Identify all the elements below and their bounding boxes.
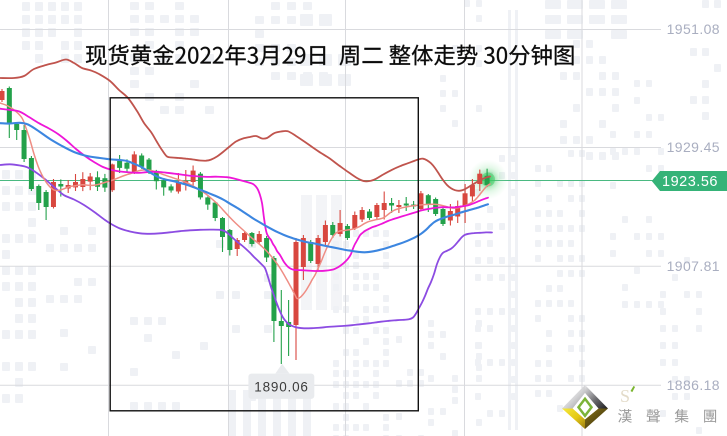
svg-text:1951.08: 1951.08 xyxy=(667,21,720,37)
svg-text:1907.81: 1907.81 xyxy=(667,258,720,274)
svg-text:1923.56: 1923.56 xyxy=(662,174,718,190)
svg-text:S: S xyxy=(620,386,630,406)
svg-text:1890.06: 1890.06 xyxy=(254,380,308,395)
svg-text:1886.18: 1886.18 xyxy=(667,377,720,393)
svg-text:1929.45: 1929.45 xyxy=(667,139,720,155)
